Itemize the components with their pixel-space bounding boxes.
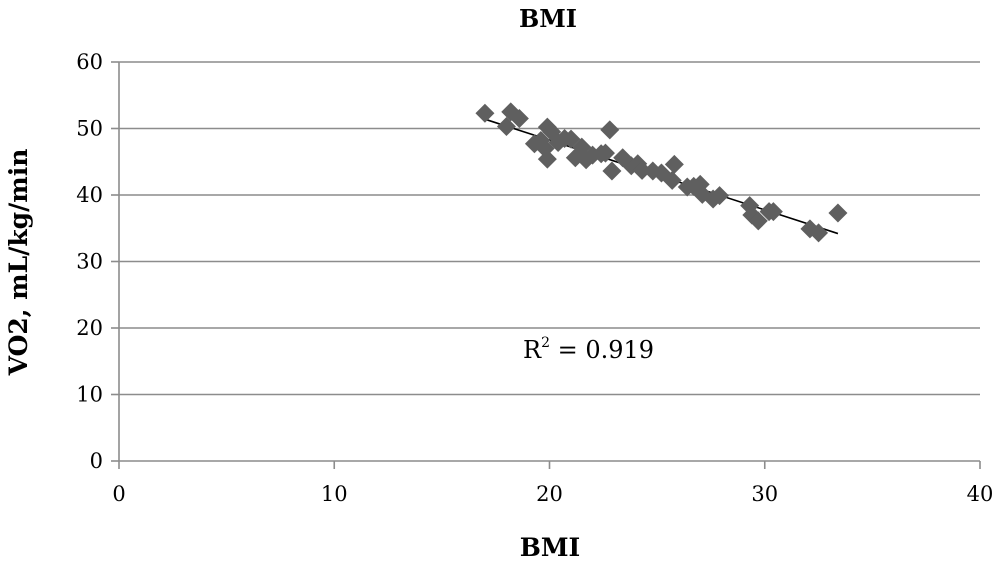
data-point: [664, 154, 684, 174]
data-point: [602, 161, 622, 181]
data-point: [537, 149, 557, 169]
x-tick-label: 0: [112, 482, 125, 506]
data-point: [632, 160, 652, 180]
y-tick-label: 30: [76, 250, 103, 274]
data-point: [763, 202, 783, 222]
y-tick-label: 10: [76, 383, 103, 407]
y-tick-label: 60: [76, 50, 103, 74]
x-tick-label: 20: [536, 482, 563, 506]
x-tick-label: 40: [967, 482, 994, 506]
r-squared-superscript: 2: [541, 335, 550, 351]
data-point: [595, 143, 615, 163]
data-point: [828, 203, 848, 223]
data-point: [809, 223, 829, 243]
data-point: [710, 186, 730, 206]
x-tick-label: 10: [321, 482, 348, 506]
r-squared-value: = 0.919: [550, 336, 654, 364]
data-point: [600, 120, 620, 140]
chart-title: BMI: [519, 4, 577, 33]
data-point: [496, 117, 516, 137]
data-point: [509, 109, 529, 129]
data-point: [662, 170, 682, 190]
y-axis-label: VO2, mL/kg/min: [4, 149, 33, 377]
y-tick-label: 40: [76, 183, 103, 207]
r-squared-annotation: R2 = 0.919: [523, 335, 654, 364]
data-point: [748, 211, 768, 231]
x-tick-label: 30: [751, 482, 778, 506]
y-tick-label: 0: [90, 449, 103, 473]
data-point: [475, 103, 495, 123]
y-tick-label: 20: [76, 316, 103, 340]
r-squared-base: R: [523, 336, 542, 364]
data-point-layer: [475, 102, 848, 243]
axis-layer: [111, 61, 981, 469]
x-axis-label: BMI: [520, 533, 581, 562]
y-tick-label: 50: [76, 117, 103, 141]
tick-label-layer: 0 10 20 30 40 50 60 0 10 20 30 40: [76, 50, 993, 506]
